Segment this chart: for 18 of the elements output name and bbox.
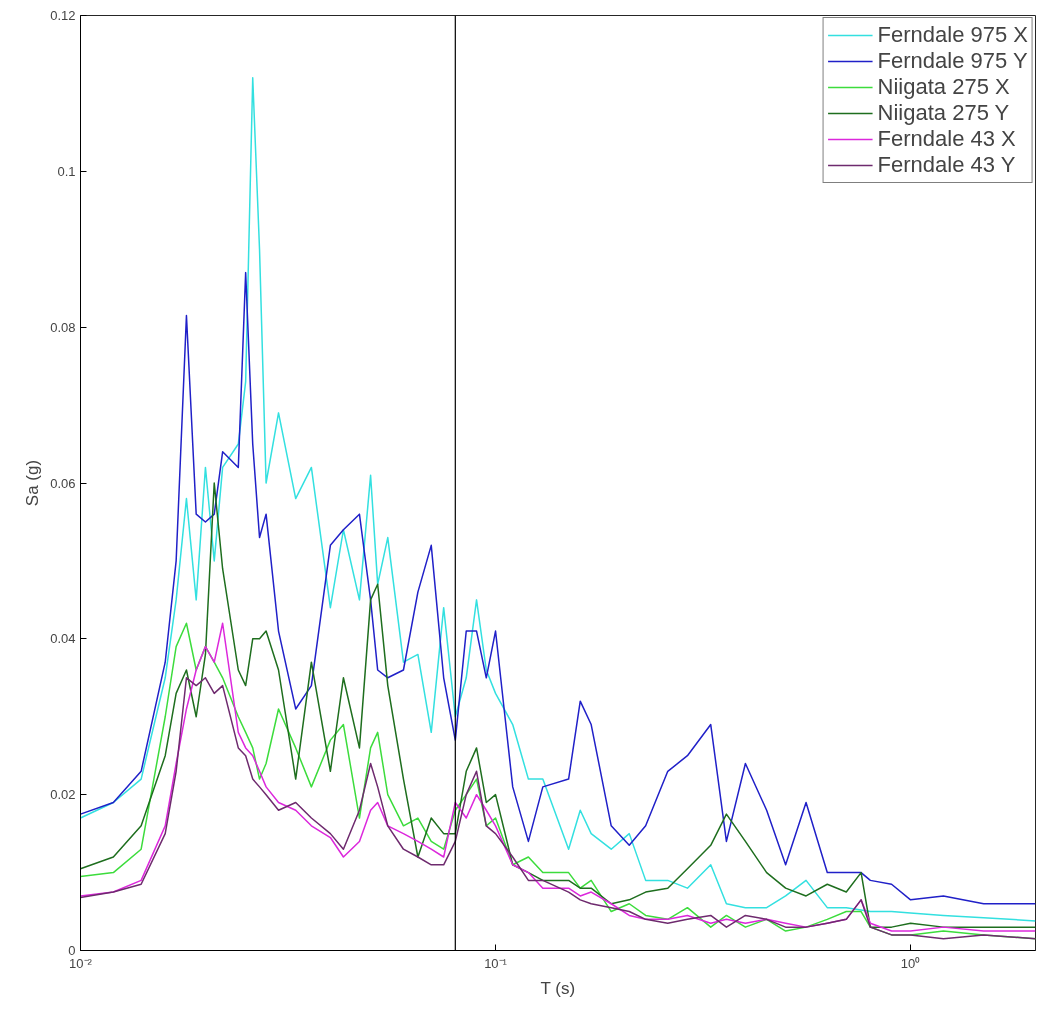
x-tick-label: 10⁻¹ xyxy=(484,955,508,971)
x-tick-label: 10⁻² xyxy=(69,955,93,971)
y-tick-label: 0 xyxy=(68,943,76,958)
y-tick-label: 0.1 xyxy=(57,163,76,179)
legend-label: Ferndale 975 Y xyxy=(877,48,1028,74)
y-tick-label: 0.04 xyxy=(50,631,76,647)
legend-label: Ferndale 43 X xyxy=(877,126,1016,152)
y-tick-label: 0.02 xyxy=(50,787,76,803)
legend-label: Ferndale 43 Y xyxy=(877,152,1016,178)
legend-label: Niigata 275 X xyxy=(877,74,1010,100)
x-tick-label: 10⁰ xyxy=(900,955,921,971)
y-tick-label: 0.08 xyxy=(50,319,76,335)
legend-label: Ferndale 975 X xyxy=(877,22,1028,48)
y-tick-label: 0.06 xyxy=(50,475,76,491)
x-axis-title: T (s) xyxy=(540,978,576,998)
y-tick-label: 0.12 xyxy=(50,8,76,23)
y-axis-title: Sa (g) xyxy=(23,459,43,507)
legend-label: Niigata 275 Y xyxy=(877,100,1010,126)
